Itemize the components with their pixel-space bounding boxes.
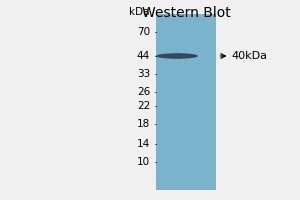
Text: 10: 10	[137, 157, 150, 167]
Text: 18: 18	[137, 119, 150, 129]
Text: 22: 22	[137, 101, 150, 111]
Text: 70: 70	[137, 27, 150, 37]
Ellipse shape	[156, 53, 198, 59]
Text: 44: 44	[137, 51, 150, 61]
Text: 14: 14	[137, 139, 150, 149]
Text: 33: 33	[137, 69, 150, 79]
Text: Western Blot: Western Blot	[142, 6, 230, 20]
Text: 40kDa: 40kDa	[231, 51, 267, 61]
Text: kDa: kDa	[130, 7, 150, 17]
Text: 26: 26	[137, 87, 150, 97]
Bar	[156, 14, 216, 190]
